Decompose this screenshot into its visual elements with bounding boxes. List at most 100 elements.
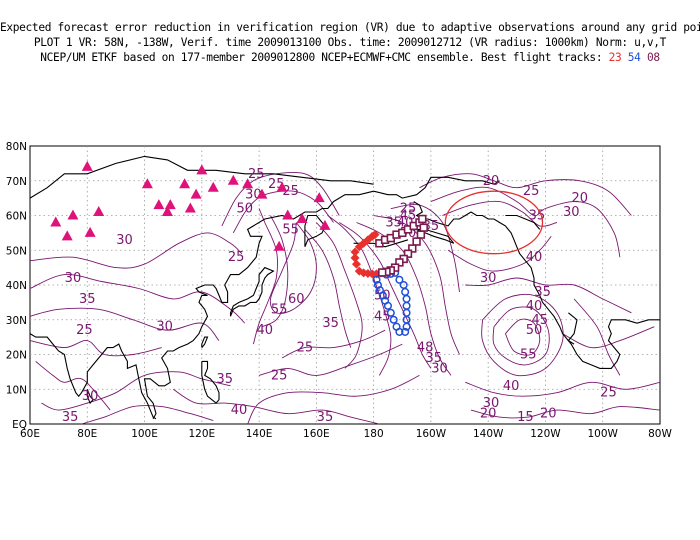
axis-labels: 60E 80E 100E 120E 140E 160E 180 160W 140W 120W 100… <box>6 141 673 440</box>
contour-label: 60 <box>288 292 305 307</box>
observation-site-marker <box>161 206 173 217</box>
contour-label: 20 <box>480 407 497 422</box>
observation-site-marker <box>256 188 268 199</box>
contour-line <box>261 215 289 328</box>
observation-site-marker <box>61 230 73 241</box>
y-tick-label: 50N <box>6 245 27 257</box>
observation-site-marker <box>190 188 202 199</box>
y-tick-label: 70N <box>6 176 27 188</box>
contour-label: 45 <box>374 309 391 324</box>
contour-line <box>304 229 352 348</box>
contour-line <box>373 215 460 355</box>
contour-label: 35 <box>317 410 334 425</box>
contour-label: 20 <box>483 174 500 189</box>
observation-site-marker <box>67 209 79 220</box>
observation-site-marker <box>276 181 288 192</box>
track-54-point <box>372 275 381 284</box>
contour-line <box>390 204 460 293</box>
contour-line <box>465 277 632 314</box>
contour-label: 40 <box>526 250 543 265</box>
contour-label: 50 <box>236 202 253 217</box>
contour-label: 25 <box>523 184 540 199</box>
contour-line <box>419 173 632 216</box>
contour-line <box>573 298 621 376</box>
contour-line <box>29 232 243 269</box>
x-tick-label: 120E <box>188 428 215 440</box>
track-08-point <box>378 268 387 277</box>
contour-line <box>29 274 246 324</box>
contour-label: 45 <box>400 209 417 224</box>
track-08-point <box>408 244 417 253</box>
ensemble-text: NCEP/UM ETKF based on 177-member 2009012… <box>40 51 603 64</box>
contour-line <box>41 371 231 411</box>
y-tick-label: 60N <box>6 211 27 223</box>
contour-label: 30 <box>480 271 497 286</box>
observation-site-marker <box>207 181 219 192</box>
y-tick-label: EQ <box>12 419 27 431</box>
observation-site-marker <box>296 212 308 223</box>
contour-label: 40 <box>231 403 248 418</box>
contour-line <box>470 406 661 419</box>
contour-label: 48 <box>417 341 434 356</box>
track-54-legend: 54 <box>627 51 641 64</box>
contour-label: 30 <box>82 389 99 404</box>
observation-sites <box>50 160 331 251</box>
contour-line <box>172 388 380 425</box>
contour-label: 30 <box>245 188 262 203</box>
coastline <box>413 201 660 369</box>
coastline <box>416 228 455 244</box>
track-08-point <box>418 214 427 224</box>
x-tick-label: 160E <box>303 428 330 440</box>
contour-line <box>492 306 550 366</box>
track-23-point <box>350 247 360 257</box>
track-54-point <box>402 322 411 331</box>
contour-line <box>258 343 403 376</box>
contour-line <box>35 361 111 411</box>
contour-label: 35 <box>322 316 339 331</box>
contour-label: 30 <box>563 205 580 220</box>
contour-line <box>339 222 432 369</box>
y-tick-label: 40N <box>6 280 27 292</box>
track-54-point <box>386 308 395 317</box>
track-08-point <box>416 230 426 239</box>
x-tick-label: 80W <box>648 428 672 440</box>
coastline <box>29 333 157 420</box>
track-08-point <box>419 223 428 232</box>
observation-site-marker <box>319 219 331 230</box>
contour-line <box>430 186 621 258</box>
track-08-point <box>412 237 421 246</box>
track-54-point <box>392 322 401 331</box>
flight-tracks <box>350 214 428 336</box>
contour-label: 35 <box>534 285 551 300</box>
contour-label: 20 <box>540 407 557 422</box>
contour-label: 35 <box>385 215 402 230</box>
x-tick-label: 100E <box>131 428 158 440</box>
observation-site-marker <box>141 178 153 189</box>
contour-label: 40 <box>526 299 543 314</box>
contour-label: 25 <box>400 202 417 217</box>
contour-line <box>504 318 541 356</box>
contour-label: 20 <box>572 191 589 206</box>
contour-label: 35 <box>425 351 442 366</box>
contour-line <box>281 329 386 359</box>
x-tick-label: 140E <box>246 428 273 440</box>
contour-label: 50 <box>526 323 543 338</box>
coastline <box>505 214 541 230</box>
contour-label: 30 <box>65 271 82 286</box>
contour-label: 50 <box>374 288 391 303</box>
observation-site-marker <box>179 178 191 189</box>
observation-site-marker <box>196 164 208 175</box>
y-tick-label: 80N <box>6 141 27 153</box>
contour-label: 25 <box>271 368 288 383</box>
track-54-point <box>401 327 410 336</box>
observation-site-marker <box>81 160 93 171</box>
contour-label: 35 <box>79 292 96 307</box>
x-tick-label: 100W <box>588 428 619 440</box>
x-tick-label: 180 <box>364 428 384 440</box>
x-tick-label: 140W <box>473 428 504 440</box>
y-tick-label: 10N <box>6 384 27 396</box>
observation-site-marker <box>282 209 294 220</box>
contour-label: 25 <box>76 323 93 338</box>
